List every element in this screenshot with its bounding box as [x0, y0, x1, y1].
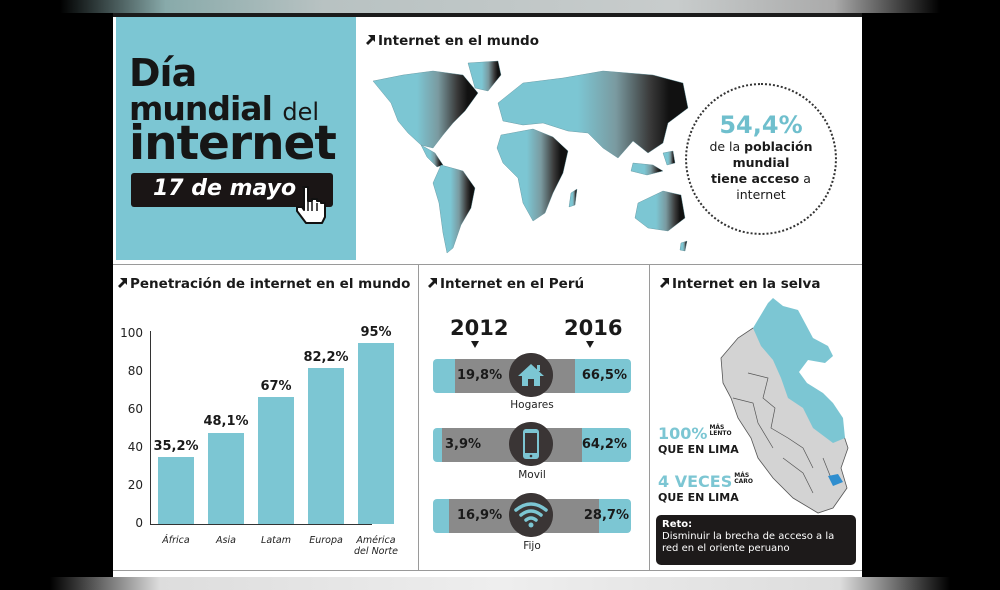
value-2016: 66,5% — [581, 368, 627, 383]
pointer-arrow-icon — [660, 278, 669, 288]
world-stat-value: 54,4% — [719, 111, 803, 139]
bar-value-label: 95% — [360, 325, 392, 340]
peru-row-movil: 3,9% 64,2% — [433, 422, 631, 466]
house-icon — [509, 353, 553, 397]
value-2012: 19,8% — [457, 368, 503, 383]
sup-text: MÁS — [734, 472, 750, 479]
x-category-label: Latam — [261, 535, 291, 546]
top-rule — [113, 13, 862, 17]
x-category-label: Europa — [309, 535, 343, 546]
hero-title-mundial: mundial — [129, 89, 273, 128]
sup-text: CARO — [734, 478, 753, 485]
x-category-label: Asia — [216, 535, 236, 546]
stat-cost-compare: QUE EN LIMA — [658, 491, 739, 504]
hero-title-del: del — [282, 98, 320, 126]
stat-text-part: internet — [736, 187, 786, 202]
section-title-peru: Internet en el Perú — [427, 276, 584, 292]
x-category-label: América del Norte — [354, 535, 398, 557]
divider-vertical-1 — [418, 265, 419, 570]
row-label-fijo: Fijo — [523, 540, 541, 552]
selva-title-text: Internet en la selva — [672, 276, 821, 292]
divider-bottom — [113, 570, 862, 571]
peru-row-fijo: 16,9% 28,7% — [433, 493, 631, 537]
date-badge: 17 de mayo — [131, 173, 333, 207]
section-title-selva: Internet en la selva — [659, 276, 820, 292]
hero-panel: Día mundial del internet 17 de mayo — [116, 17, 356, 260]
value-2016: 28,7% — [583, 508, 629, 523]
value-2016: 64,2% — [581, 437, 627, 452]
penetration-title-text: Penetración de internet en el mundo — [130, 276, 411, 292]
bar-europa — [308, 368, 344, 524]
section-title-penetration: Penetración de internet en el mundo — [117, 276, 410, 292]
world-stat-text: de la población mundial tiene acceso a i… — [687, 139, 835, 203]
stat-text-part: población — [744, 139, 813, 154]
selva-stat-speed: 100% MÁS LENTO QUE EN LIMA — [658, 424, 739, 456]
bar-latam — [258, 397, 294, 524]
hero-title-line1: Día — [129, 51, 197, 95]
y-tick: 60 — [127, 402, 143, 416]
infographic: Día mundial del internet 17 de mayo Inte… — [113, 13, 862, 577]
stat-speed-value: 100% — [658, 424, 708, 443]
stat-text-part: mundial — [732, 155, 790, 170]
y-tick: 100 — [120, 326, 143, 340]
divider-horizontal — [113, 264, 862, 265]
selva-stat-cost: 4 VECES MÁS CARO QUE EN LIMA — [658, 472, 753, 504]
stat-cost-sup: MÁS CARO — [734, 473, 753, 485]
row-label-hogares: Hogares — [510, 399, 554, 411]
sup-text: LENTO — [709, 430, 732, 437]
peru-row-hogares: 19,8% 66,5% — [433, 353, 631, 397]
hand-cursor-icon — [296, 186, 326, 224]
world-map — [372, 60, 689, 254]
peru-title-text: Internet en el Perú — [440, 276, 585, 292]
value-2012: 3,9% — [445, 437, 482, 452]
triangle-down-icon — [471, 341, 479, 348]
world-title-text: Internet en el mundo — [378, 33, 539, 49]
hero-title-line2: mundial del — [129, 89, 319, 128]
date-text: 17 de mayo — [153, 176, 297, 201]
year-2012-label: 2012 — [450, 316, 509, 340]
value-2012: 16,9% — [457, 508, 503, 523]
year-2016-label: 2016 — [564, 316, 623, 340]
bar-value-label: 82,2% — [303, 350, 349, 365]
stat-text-part: a — [803, 171, 811, 186]
row-label-movil: Movil — [518, 469, 546, 481]
bar-asia — [208, 433, 244, 524]
sup-text: MÁS — [709, 424, 725, 431]
bar-value-label: 35,2% — [153, 439, 199, 454]
stat-speed-compare: QUE EN LIMA — [658, 443, 739, 456]
stat-text-part: de la — [709, 139, 741, 154]
hero-title-line3: internet — [129, 116, 337, 171]
smartphone-icon — [509, 422, 553, 466]
penetration-bar-chart: 0 20 40 60 80 100 35,2% 48,1% 67% 82,2% … — [113, 313, 413, 563]
challenge-title: Reto: — [662, 519, 693, 530]
x-category-label: África — [162, 535, 190, 546]
stat-speed-sup: MÁS LENTO — [709, 425, 731, 437]
bottom-background-fade — [0, 577, 1000, 590]
world-stat-circle: 54,4% de la población mundial tiene acce… — [685, 83, 837, 235]
top-background-fade — [60, 0, 940, 13]
y-tick: 80 — [127, 364, 143, 378]
y-tick: 20 — [127, 478, 143, 492]
challenge-text: Disminuir la brecha de acceso a la red e… — [662, 531, 835, 554]
pointer-arrow-icon — [366, 35, 375, 45]
bar-america-del-norte — [358, 343, 394, 524]
pointer-arrow-icon — [118, 278, 127, 288]
triangle-down-icon — [586, 341, 594, 348]
bar-africa — [158, 457, 194, 524]
wifi-icon — [509, 493, 553, 537]
x-axis — [150, 524, 372, 525]
bar-value-label: 67% — [260, 379, 292, 394]
bar-value-label: 48,1% — [203, 414, 249, 429]
stat-cost-value: 4 VECES — [658, 472, 733, 491]
stat-text-part: tiene acceso — [711, 171, 800, 186]
section-title-world: Internet en el mundo — [365, 33, 539, 49]
divider-vertical-2 — [649, 265, 650, 570]
y-tick: 0 — [135, 516, 143, 530]
y-tick: 40 — [127, 440, 143, 454]
y-axis — [150, 331, 151, 525]
pointer-arrow-icon — [428, 278, 437, 288]
peru-map — [720, 298, 849, 514]
challenge-box: Reto: Disminuir la brecha de acceso a la… — [656, 515, 856, 565]
